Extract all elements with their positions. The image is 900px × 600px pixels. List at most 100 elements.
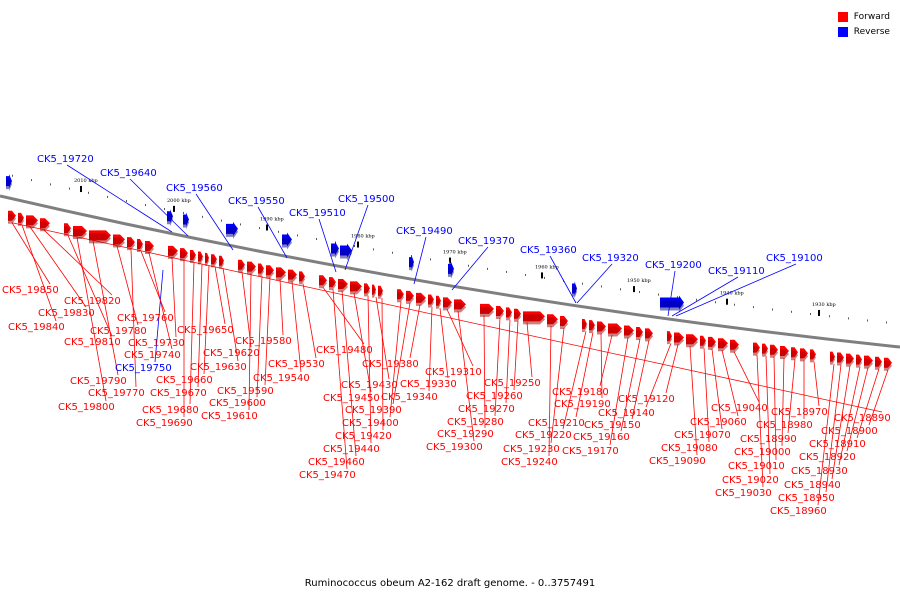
- forward-gene-arrow-shadow: [864, 358, 873, 369]
- leader-line: [599, 334, 613, 387]
- leader-line: [353, 292, 372, 393]
- leader-line: [129, 178, 189, 237]
- reverse-gene-label: CK5_19200: [645, 260, 702, 271]
- forward-gene-arrow-shadow: [753, 345, 760, 356]
- forward-gene-arrow-shadow: [64, 226, 71, 237]
- reverse-gene-arrow-shadow: [6, 177, 12, 192]
- forward-gene-label: CK5_19090: [649, 456, 706, 467]
- track-dot: [145, 204, 146, 207]
- forward-swatch: [837, 11, 848, 22]
- leader-line: [457, 311, 475, 442]
- tick-mark: [541, 272, 543, 279]
- leader-line: [291, 281, 302, 373]
- leader-line: [550, 327, 565, 444]
- forward-gene-arrow-shadow: [168, 248, 178, 259]
- track-dot: [50, 183, 51, 186]
- forward-gene-arrow-shadow: [416, 295, 426, 306]
- leader-line: [341, 290, 357, 457]
- reverse-gene-label: CK5_19510: [289, 208, 346, 219]
- scale-ticks: 2010 kbp 2000 kbp 1990 kbp 1980 kbp 1970 kbp…: [12, 174, 887, 324]
- tick-mark: [726, 298, 728, 305]
- leader-line: [856, 368, 880, 439]
- leader-line: [600, 333, 603, 399]
- forward-gene-arrow-shadow: [674, 335, 684, 346]
- forward-gene-arrow-shadow: [645, 331, 653, 342]
- reverse-gene-label: CK5_19360: [520, 245, 577, 256]
- forward-gene-label: CK5_19380: [362, 359, 419, 370]
- track-dot: [544, 276, 545, 279]
- reverse-gene-arrow-shadow: [340, 246, 352, 261]
- leader-line: [813, 361, 820, 407]
- leader-line: [367, 295, 372, 444]
- legend-reverse-label: Reverse: [853, 26, 890, 37]
- track-dot: [867, 319, 868, 322]
- forward-gene-arrow-shadow: [514, 311, 521, 322]
- forward-gene-label: CK5_19850: [2, 285, 59, 296]
- forward-gene-arrow-shadow: [700, 338, 706, 349]
- forward-gene-label: CK5_19450: [323, 393, 380, 404]
- leader-line: [526, 322, 533, 378]
- leader-line: [148, 252, 173, 350]
- forward-gene-arrow-shadow: [8, 213, 16, 224]
- leader-line: [428, 306, 433, 392]
- forward-gene-arrow-shadow: [26, 218, 38, 229]
- track-dot: [449, 261, 450, 264]
- leader-line: [413, 236, 427, 285]
- leader-line: [11, 222, 51, 285]
- leader-line: [548, 325, 552, 457]
- leader-line: [756, 354, 764, 488]
- leader-line: [116, 245, 139, 326]
- track-dot: [506, 270, 507, 273]
- forward-gene-label: CK5_19430: [341, 380, 398, 391]
- reverse-gene-arrow-shadow: [572, 284, 577, 299]
- forward-gene-arrow-shadow: [686, 337, 698, 348]
- track-dot: [69, 187, 70, 190]
- tick-mark: [266, 224, 268, 231]
- forward-gene-arrow-shadow: [219, 258, 224, 269]
- leader-line: [322, 287, 365, 345]
- forward-gene-arrow-shadow: [299, 274, 305, 285]
- tick-mark: [80, 186, 82, 193]
- forward-gene-arrow-shadow: [198, 254, 203, 265]
- forward-gene-arrow-shadow: [770, 347, 778, 358]
- track-dot: [848, 317, 849, 320]
- forward-gene-arrow-shadow: [762, 346, 768, 357]
- reverse-gene-arrow-shadow: [183, 215, 189, 230]
- forward-gene-arrow-shadow: [708, 339, 716, 350]
- forward-gene-arrow-shadow: [443, 300, 452, 311]
- tick-label: 2010 kbp: [74, 178, 98, 184]
- leader-line: [825, 364, 842, 493]
- forward-gene-label: CK5_19610: [201, 411, 258, 422]
- tick-label: 1990 kbp: [260, 216, 284, 222]
- reverse-gene-arrow-shadow: [226, 224, 238, 239]
- forward-gene-label: CK5_19230: [503, 444, 560, 455]
- track-dot: [164, 208, 165, 211]
- forward-gene-label: CK5_19210: [528, 418, 585, 429]
- track-dot: [259, 227, 260, 230]
- gene-arrows: [6, 174, 892, 371]
- forward-gene-label: CK5_19730: [128, 338, 185, 349]
- leader-line: [29, 226, 87, 308]
- legend-forward-label: Forward: [853, 11, 890, 22]
- leader-line: [671, 276, 739, 317]
- forward-gene-label: CK5_19150: [584, 420, 641, 431]
- forward-gene-label: CK5_19790: [70, 376, 127, 387]
- leader-line: [318, 218, 337, 273]
- leader-line: [381, 298, 384, 431]
- forward-gene-label: CK5_19480: [316, 345, 373, 356]
- legend-reverse: Reverse: [837, 24, 890, 39]
- tick-label: 2000 kbp: [167, 198, 191, 204]
- leader-line: [494, 317, 501, 417]
- leader-line: [248, 273, 252, 411]
- leader-line: [222, 267, 239, 362]
- track-dot: [525, 273, 526, 276]
- tick-mark: [633, 286, 635, 293]
- forward-gene-label: CK5_19160: [573, 432, 630, 443]
- forward-gene-arrow-shadow: [276, 270, 286, 281]
- leader-line: [257, 206, 288, 259]
- forward-gene-label: CK5_19420: [335, 431, 392, 442]
- leader-line: [140, 251, 166, 313]
- leader-line: [675, 263, 797, 317]
- forward-gene-label: CK5_19260: [466, 391, 523, 402]
